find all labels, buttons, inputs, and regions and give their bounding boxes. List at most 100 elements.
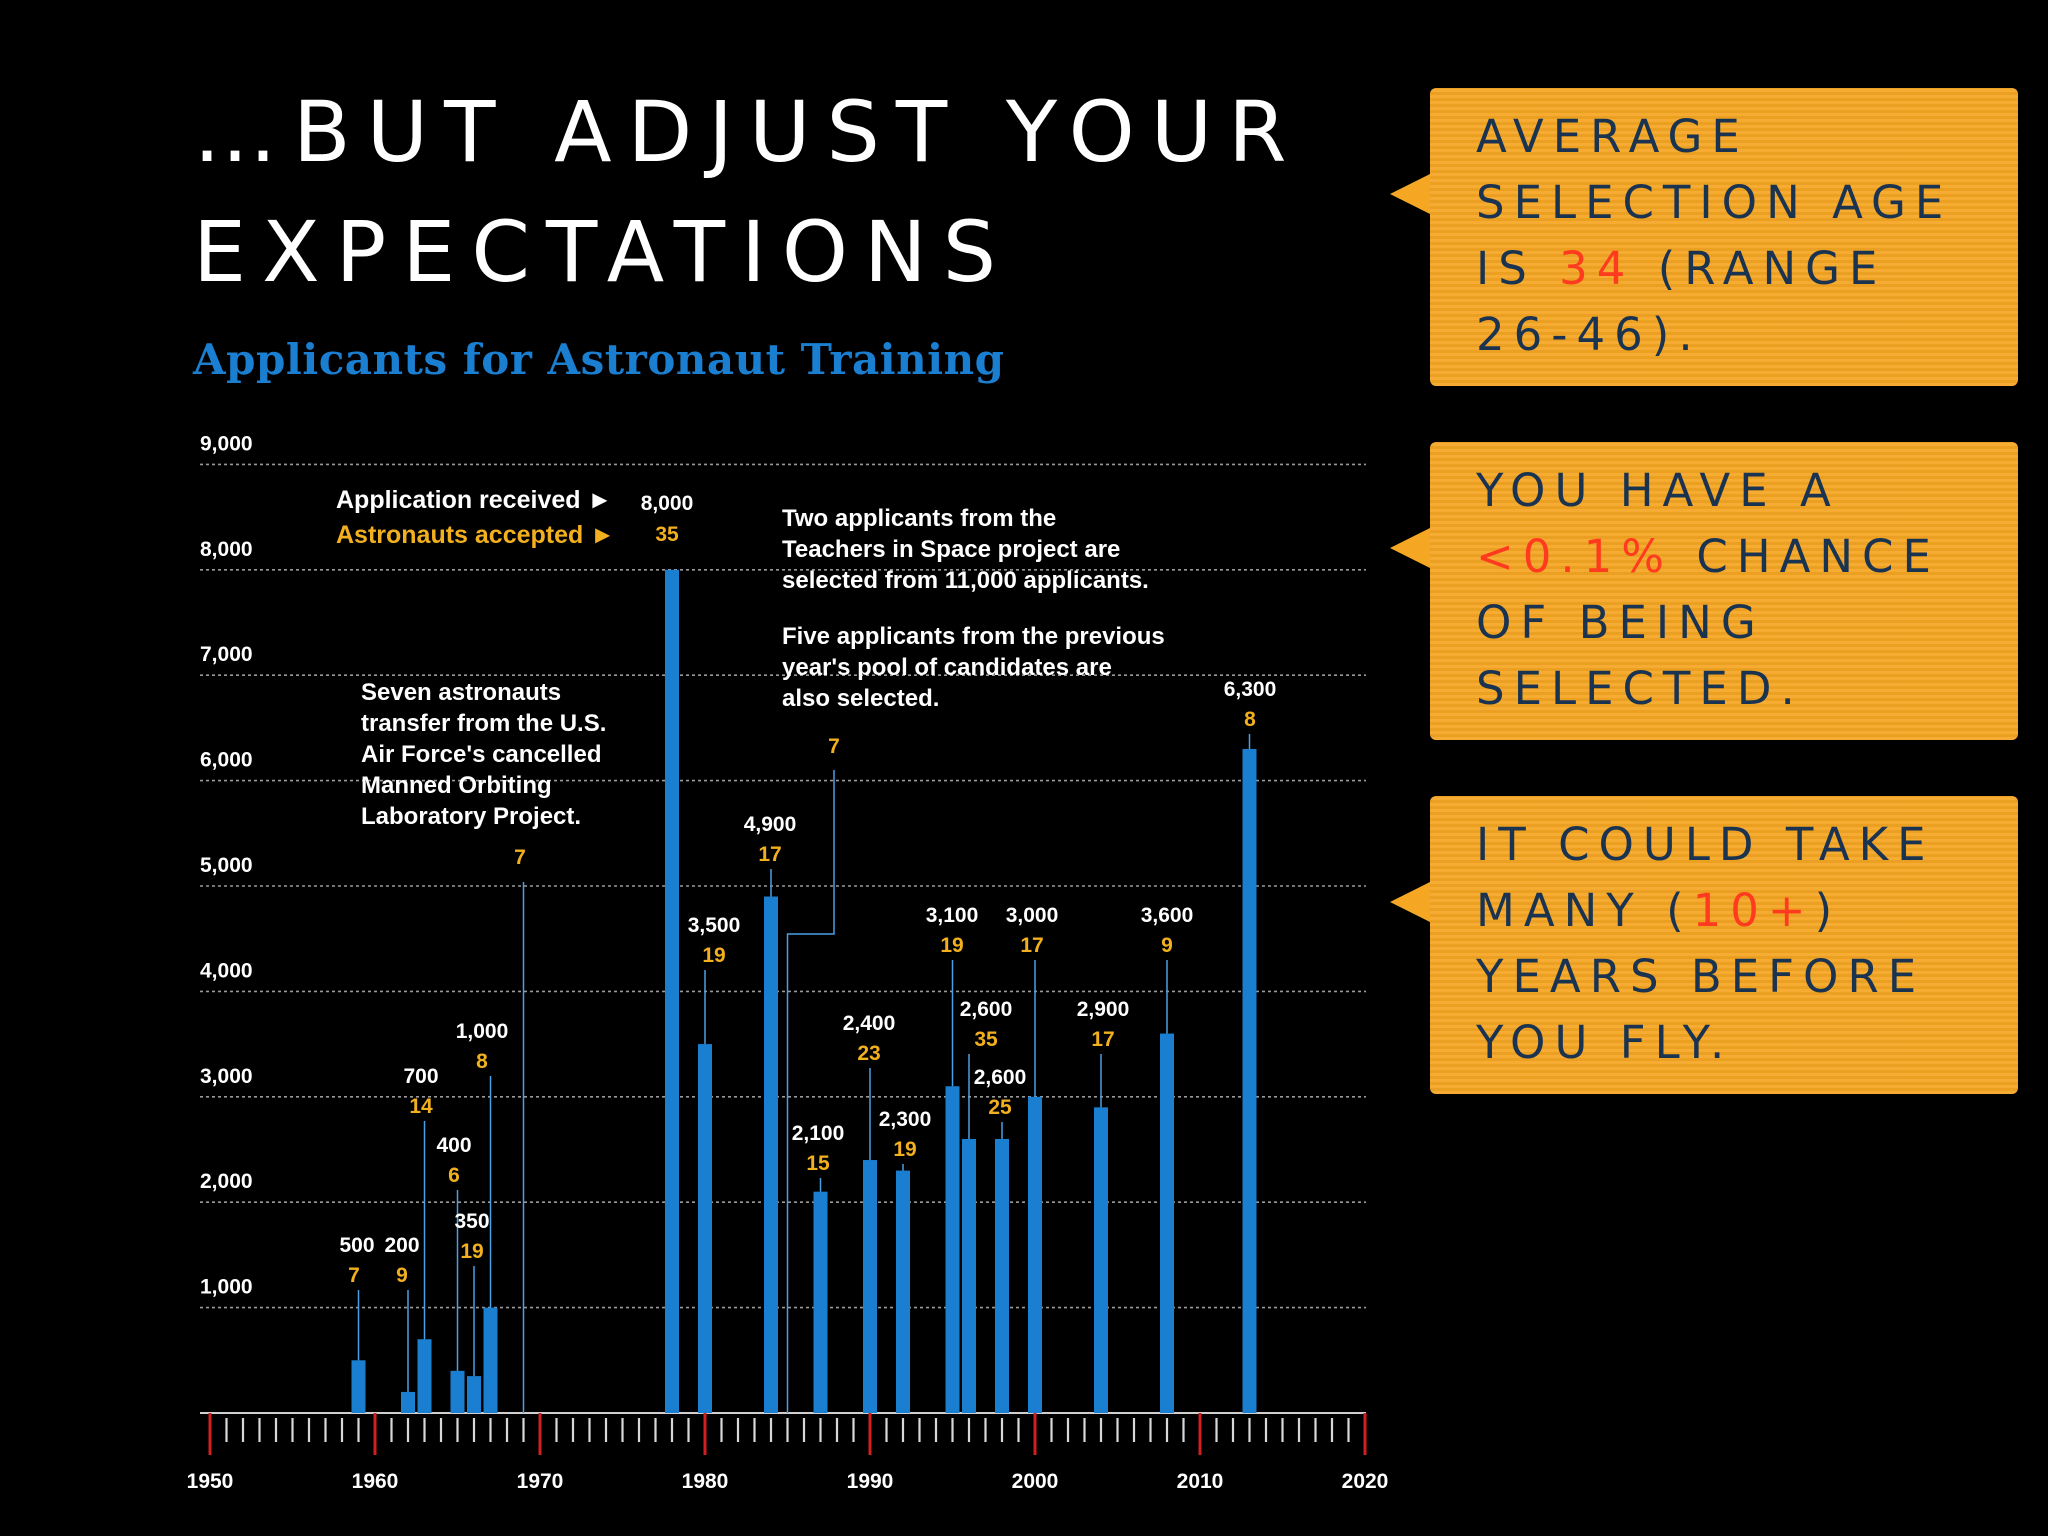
x-tick-label: 2010 (1177, 1470, 1224, 1493)
y-tick-label: 3,000 (200, 1065, 253, 1088)
bar-accepted-label: 6 (448, 1164, 460, 1187)
bar-accepted-label: 19 (893, 1138, 916, 1161)
legend-example-applications: 8,000 (641, 492, 694, 515)
x-tick-label: 1990 (847, 1470, 894, 1493)
bar-accepted-label: 8 (476, 1050, 488, 1073)
annotation-mol-transfer: Laboratory Project. (361, 803, 581, 830)
annotation-teachers-in-space: Two applicants from the (782, 505, 1056, 532)
bar-application-label: 1,000 (456, 1020, 509, 1043)
bar-application-label: 3,000 (1006, 904, 1059, 927)
bar-accepted-label: 19 (460, 1240, 483, 1263)
callout-selection-chance: YOU HAVE A <0.1% CHANCE OF BEING SELECTE… (1390, 442, 2018, 740)
bar (483, 1307, 498, 1413)
bar-application-label: 3,500 (688, 914, 741, 937)
bar (764, 896, 778, 1413)
bar (896, 1170, 910, 1413)
bar (863, 1160, 877, 1413)
y-tick-label: 2,000 (200, 1170, 253, 1193)
bar-application-label: 3,600 (1141, 904, 1194, 927)
bar-application-label: 2,300 (879, 1108, 932, 1131)
y-tick-label: 9,000 (200, 432, 253, 455)
annotation-mol-transfer: transfer from the U.S. (361, 710, 606, 737)
annotation-mol-transfer: Air Force's cancelled (361, 741, 601, 768)
bar (450, 1370, 465, 1413)
x-tick-label: 1950 (187, 1470, 234, 1493)
bar (995, 1138, 1009, 1413)
chart-title: Applicants for Astronaut Training (193, 335, 1005, 384)
bar-accepted-label: 19 (702, 944, 725, 967)
y-tick-label: 5,000 (200, 854, 253, 877)
bar (401, 1391, 415, 1413)
slide-title: …BUT ADJUST YOUR EXPECTATIONS (193, 72, 1303, 312)
annotation-mol-transfer: Seven astronauts (361, 679, 561, 706)
bar-accepted-label: 23 (857, 1042, 880, 1065)
x-tick-label: 2020 (1342, 1470, 1389, 1493)
annotation-previous-pool: year's pool of candidates are (782, 654, 1112, 681)
bar (1160, 1033, 1174, 1413)
callout-selection-chance-text: YOU HAVE A <0.1% CHANCE OF BEING SELECTE… (1476, 464, 1940, 715)
bar-accepted-label: 17 (758, 843, 781, 866)
bar-accepted-label: 9 (396, 1264, 408, 1287)
bar-accepted-label: 17 (1020, 934, 1043, 957)
bar-application-label: 2,900 (1077, 998, 1130, 1021)
bar (1094, 1107, 1108, 1413)
annotation-previous-pool: also selected. (782, 685, 939, 712)
bar-application-label: 2,400 (843, 1012, 896, 1035)
y-tick-label: 8,000 (200, 538, 253, 561)
callout-highlight: 34 (1559, 242, 1635, 295)
bar (467, 1376, 481, 1413)
callout-highlight: 10+ (1692, 884, 1815, 937)
bar (1242, 748, 1257, 1413)
slide-title-line-2: EXPECTATIONS (193, 203, 1013, 301)
bar-application-label: 350 (454, 1210, 489, 1233)
bar-accepted-label: 17 (1091, 1028, 1114, 1051)
x-tick-label: 2000 (1012, 1470, 1059, 1493)
bar (813, 1191, 828, 1413)
annotation-teachers-in-space: Teachers in Space project are (782, 536, 1120, 563)
annotation-mol-transfer: Manned Orbiting (361, 772, 552, 799)
bar-accepted-label: 25 (988, 1096, 1012, 1119)
x-tick-label: 1970 (517, 1470, 564, 1493)
bar (665, 569, 679, 1413)
bar-application-label: 4,900 (744, 813, 797, 836)
bar-application-label: 400 (436, 1134, 471, 1157)
bar-accepted-label: 9 (1161, 934, 1173, 957)
bar (945, 1086, 960, 1413)
bar-application-label: 500 (339, 1234, 374, 1257)
callout-selection-age: AVERAGE SELECTION AGE IS 34 (RANGE 26-46… (1390, 88, 2018, 386)
y-tick-label: 1,000 (200, 1276, 253, 1299)
leader-line (786, 770, 835, 1413)
bar-application-label: 700 (403, 1065, 438, 1088)
bar (417, 1339, 432, 1413)
bar-accepted-label: 8 (1244, 708, 1256, 731)
annotation-previous-pool: Five applicants from the previous (782, 623, 1165, 650)
bar-accepted-label: 19 (940, 934, 963, 957)
bar-accepted-label: 7 (514, 846, 526, 869)
annotation-teachers-in-space: selected from 11,000 applicants. (782, 567, 1149, 594)
legend-applications: Application received ► (336, 486, 612, 514)
bar-accepted-label: 14 (409, 1095, 433, 1118)
x-tick-label: 1980 (682, 1470, 729, 1493)
callout-highlight: <0.1% (1476, 530, 1674, 583)
bar-application-label: 200 (384, 1234, 419, 1257)
legend-example-accepted: 35 (655, 523, 679, 546)
y-tick-label: 6,000 (200, 749, 253, 772)
bar (1028, 1096, 1042, 1413)
bar-application-label: 2,100 (792, 1122, 845, 1145)
bar-accepted-label: 7 (348, 1264, 360, 1287)
bar-accepted-label: 7 (828, 735, 840, 758)
callout-wait-years: IT COULD TAKE MANY (10+) YEARS BEFORE YO… (1390, 796, 2018, 1094)
bar (698, 1044, 712, 1413)
slide-title-line-1: …BUT ADJUST YOUR (193, 83, 1303, 181)
callout-wait-years-text: IT COULD TAKE MANY (10+) YEARS BEFORE YO… (1476, 818, 1935, 1069)
bar-application-label: 2,600 (960, 998, 1013, 1021)
legend-accepted: Astronauts accepted ► (336, 521, 615, 549)
bar (351, 1360, 366, 1413)
y-tick-label: 4,000 (200, 959, 253, 982)
bar-application-label: 3,100 (926, 904, 979, 927)
bar-accepted-label: 35 (974, 1028, 998, 1051)
bar-accepted-label: 15 (806, 1152, 830, 1175)
bar-application-label: 2,600 (974, 1066, 1027, 1089)
callout-selection-age-text: AVERAGE SELECTION AGE IS 34 (RANGE 26-46… (1476, 110, 1953, 361)
